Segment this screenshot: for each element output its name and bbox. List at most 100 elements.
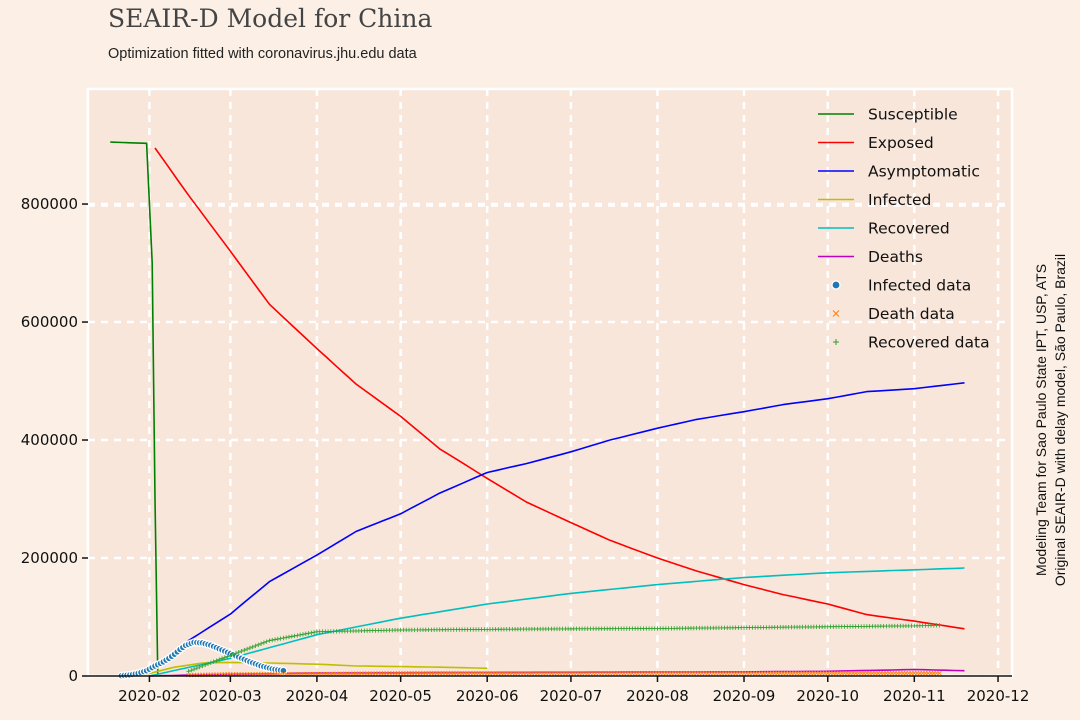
x-tick-label: 2020-10 xyxy=(796,687,859,705)
series-death-data xyxy=(186,670,942,678)
line-3 xyxy=(143,661,488,676)
side-note-line1: Modeling Team for Sao Paulo State IPT, U… xyxy=(1033,264,1049,576)
legend-label: Exposed xyxy=(868,134,934,152)
point xyxy=(297,632,303,638)
point xyxy=(250,644,255,650)
point xyxy=(253,643,258,649)
point xyxy=(189,668,194,673)
point xyxy=(289,634,294,639)
point xyxy=(242,647,247,653)
point xyxy=(258,641,264,646)
point xyxy=(283,635,289,640)
point xyxy=(286,634,292,640)
point xyxy=(278,636,283,641)
chart-title: SEAIR-D Model for China xyxy=(108,4,433,33)
point xyxy=(275,636,281,642)
point xyxy=(228,653,233,658)
point xyxy=(217,657,222,662)
x-tick-label: 2020-07 xyxy=(540,687,603,705)
line-4 xyxy=(149,567,965,677)
point xyxy=(272,637,278,642)
legend-label: Recovered xyxy=(868,220,950,238)
legend-label: Death data xyxy=(868,305,955,323)
point xyxy=(200,663,205,669)
point xyxy=(222,655,227,660)
point xyxy=(264,639,269,644)
series-exposed xyxy=(154,147,965,630)
legend-label: Infected xyxy=(868,191,931,209)
series-asymptomatic xyxy=(132,382,965,677)
legend-item: Infected xyxy=(818,191,931,209)
point xyxy=(203,662,208,668)
point xyxy=(281,635,286,641)
legend-item: Recovered data xyxy=(833,334,990,352)
legend-item: Death data xyxy=(832,305,955,323)
x-tick-label: 2020-11 xyxy=(883,687,946,705)
point xyxy=(279,666,288,675)
point xyxy=(233,651,239,656)
legend-label: Recovered data xyxy=(868,334,990,352)
point xyxy=(937,623,942,628)
legend-label: Deaths xyxy=(868,248,923,266)
x-tick-label: 2020-12 xyxy=(967,687,1030,705)
side-note-line2: Original SEAIR-D with delay model, São P… xyxy=(1052,254,1068,586)
point xyxy=(239,648,244,654)
x-tick-label: 2020-06 xyxy=(456,687,519,705)
point xyxy=(208,660,214,665)
legend-item: Exposed xyxy=(818,134,934,152)
chart-subtitle: Optimization fitted with coronavirus.jhu… xyxy=(108,46,417,62)
point xyxy=(205,661,211,667)
axes: 2020-02 2020-03 2020-04 2020-05 2020-06 2020-… xyxy=(21,195,1030,705)
point xyxy=(270,637,275,643)
plot-area xyxy=(88,89,1012,676)
point xyxy=(214,658,219,663)
point xyxy=(303,631,308,637)
x-tick-label: 2020-02 xyxy=(118,687,181,705)
legend-swatch xyxy=(832,310,840,317)
x-tick-label: 2020-03 xyxy=(199,687,262,705)
point xyxy=(306,631,311,636)
point xyxy=(211,659,216,664)
legend-swatch xyxy=(831,280,841,290)
point xyxy=(292,633,297,639)
line-1 xyxy=(154,147,965,630)
legend-item: Infected data xyxy=(831,277,971,295)
point xyxy=(256,642,261,648)
point xyxy=(244,646,250,652)
point xyxy=(267,638,272,643)
legend-label: Susceptible xyxy=(868,106,958,124)
point xyxy=(197,664,202,670)
point xyxy=(230,652,236,657)
point xyxy=(219,656,225,661)
point xyxy=(309,630,314,635)
point xyxy=(194,665,200,671)
point xyxy=(937,670,942,676)
y-tick-label: 0 xyxy=(68,667,78,685)
series-infected xyxy=(143,661,488,676)
series-susceptible xyxy=(110,141,159,677)
x-tick-label: 2020-08 xyxy=(626,687,689,705)
y-tick-label: 200000 xyxy=(21,549,78,567)
point xyxy=(247,645,253,651)
point xyxy=(311,630,317,635)
legend-item: Asymptomatic xyxy=(818,163,980,181)
series-recovered xyxy=(149,567,965,677)
series-recovered-data xyxy=(186,623,942,674)
y-tick-label: 400000 xyxy=(21,431,78,449)
point xyxy=(186,669,191,674)
y-tick-label: 800000 xyxy=(21,195,78,213)
point xyxy=(300,632,306,637)
x-tick-label: 2020-04 xyxy=(286,687,349,705)
x-tick-label: 2020-09 xyxy=(713,687,776,705)
point xyxy=(261,640,267,645)
legend: Susceptible Exposed Asymptomatic Infected Re… xyxy=(818,106,990,352)
legend-item: Susceptible xyxy=(818,106,958,124)
y-tick-label: 600000 xyxy=(21,313,78,331)
line-2 xyxy=(132,382,965,677)
legend-swatch xyxy=(833,339,839,345)
point xyxy=(295,633,300,638)
point xyxy=(225,654,230,659)
x-tick-label: 2020-05 xyxy=(369,687,432,705)
legend-item: Recovered xyxy=(818,220,950,238)
